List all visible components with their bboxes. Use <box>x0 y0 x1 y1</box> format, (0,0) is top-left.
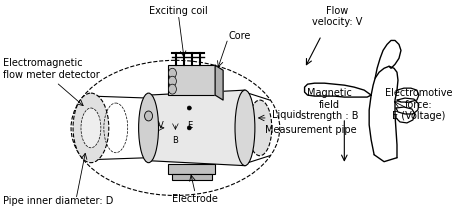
Ellipse shape <box>187 106 191 110</box>
Ellipse shape <box>81 108 101 148</box>
Bar <box>168 65 215 95</box>
Ellipse shape <box>235 90 255 166</box>
Text: Core: Core <box>228 30 250 40</box>
Ellipse shape <box>248 100 272 156</box>
Bar <box>173 174 212 180</box>
Ellipse shape <box>168 76 176 86</box>
Ellipse shape <box>187 126 191 130</box>
Ellipse shape <box>138 93 158 163</box>
Polygon shape <box>148 90 245 166</box>
Ellipse shape <box>145 111 153 121</box>
Text: Liquid: Liquid <box>272 110 301 120</box>
Text: E: E <box>187 121 192 130</box>
Ellipse shape <box>168 68 176 78</box>
Text: Electromagnetic
flow meter detector: Electromagnetic flow meter detector <box>3 58 100 80</box>
Text: Pipe inner diameter: D: Pipe inner diameter: D <box>3 196 114 206</box>
Polygon shape <box>215 65 223 100</box>
Ellipse shape <box>168 84 176 94</box>
Ellipse shape <box>73 93 109 163</box>
Text: Flow
velocity: V: Flow velocity: V <box>312 6 363 27</box>
Text: B: B <box>173 136 178 145</box>
Text: Electromotive
force:
E (Voltage): Electromotive force: E (Voltage) <box>385 88 453 121</box>
Text: Measurement pipe: Measurement pipe <box>265 125 356 135</box>
Text: Exciting coil: Exciting coil <box>149 6 208 16</box>
Text: Electrode: Electrode <box>173 194 218 204</box>
Text: Magnetic
field
strength : B: Magnetic field strength : B <box>301 88 358 121</box>
Bar <box>168 164 215 174</box>
Text: V: V <box>158 121 164 130</box>
